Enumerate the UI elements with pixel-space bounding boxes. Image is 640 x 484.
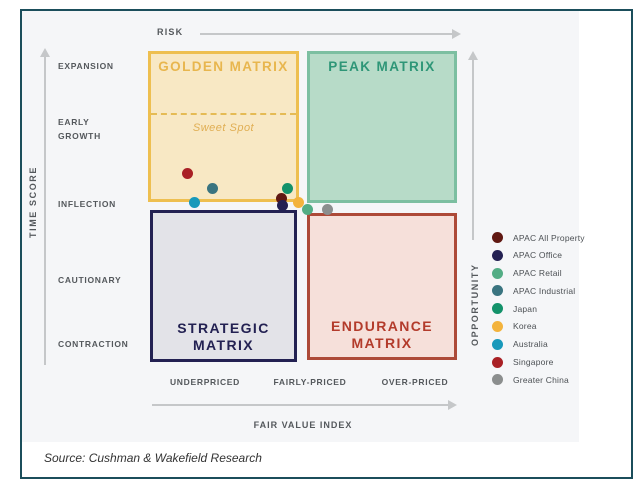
source-text: Source: Cushman & Wakefield Research xyxy=(44,451,262,465)
xtick-underpriced: UNDERPRICED xyxy=(169,377,241,387)
fair-value-axis-label: FAIR VALUE INDEX xyxy=(253,420,353,430)
strategic-matrix-quadrant: STRATEGIC MATRIX xyxy=(150,210,297,362)
legend-item-korea: Korea xyxy=(492,320,585,332)
sweet-spot-dashed-line xyxy=(151,113,296,115)
ytick-cautionary: CAUTIONARY xyxy=(58,275,122,285)
legend-label: APAC Retail xyxy=(513,268,562,279)
xtick-fairly-priced: FAIRLY-PRICED xyxy=(273,377,347,387)
point-japan xyxy=(281,182,293,194)
legend-dot-icon xyxy=(492,303,503,315)
risk-axis-arrowhead-icon xyxy=(452,29,461,39)
legend-dot-icon xyxy=(492,338,503,350)
fair-value-axis-line xyxy=(152,404,448,406)
legend: APAC All Property APAC Office APAC Retail A… xyxy=(492,232,585,392)
point-apac-all-property xyxy=(275,192,287,204)
legend-item-japan: Japan xyxy=(492,303,585,315)
legend-label: Australia xyxy=(513,339,548,350)
legend-item-apac-all-property: APAC All Property xyxy=(492,232,585,243)
time-score-axis-line xyxy=(44,56,46,365)
legend-item-apac-industrial: APAC Industrial xyxy=(492,285,585,297)
legend-dot-icon xyxy=(492,232,503,243)
xtick-over-priced: OVER-PRICED xyxy=(381,377,449,387)
ytick-expansion: EXPANSION xyxy=(58,61,114,71)
legend-dot-icon xyxy=(492,285,503,297)
golden-matrix-title: GOLDEN MATRIX xyxy=(158,59,289,74)
peak-matrix-title: PEAK MATRIX xyxy=(328,59,436,74)
legend-dot-icon xyxy=(492,249,503,261)
endurance-matrix-quadrant: ENDURANCE MATRIX xyxy=(307,213,457,360)
endurance-matrix-title: ENDURANCE MATRIX xyxy=(330,318,434,352)
legend-item-singapore: Singapore xyxy=(492,356,585,368)
point-apac-office xyxy=(276,199,288,211)
point-australia xyxy=(188,196,200,208)
point-singapore xyxy=(181,167,193,179)
legend-label: APAC Industrial xyxy=(513,285,576,296)
strategic-matrix-title: STRATEGIC MATRIX xyxy=(177,320,270,354)
sweet-spot-label: Sweet Spot xyxy=(192,122,255,134)
risk-axis-line xyxy=(200,33,452,35)
point-apac-retail xyxy=(301,203,313,215)
legend-item-greater-china: Greater China xyxy=(492,374,585,386)
legend-item-australia: Australia xyxy=(492,338,585,350)
chart-panel-background xyxy=(22,11,579,442)
legend-dot-icon xyxy=(492,267,503,279)
point-apac-industrial xyxy=(206,182,218,194)
time-score-axis-arrowhead-icon xyxy=(40,48,50,57)
opportunity-axis-label: OPPORTUNITY xyxy=(470,263,480,346)
risk-axis-label: RISK xyxy=(157,27,184,37)
legend-dot-icon xyxy=(492,320,503,332)
legend-item-apac-retail: APAC Retail xyxy=(492,267,585,279)
golden-matrix-quadrant: GOLDEN MATRIX Sweet Spot xyxy=(148,51,299,202)
legend-item-apac-office: APAC Office xyxy=(492,249,585,261)
time-score-axis-label: TIME SCORE xyxy=(28,165,38,238)
legend-label: Korea xyxy=(513,321,537,332)
ytick-inflection: INFLECTION xyxy=(58,199,116,209)
opportunity-axis-line xyxy=(472,59,474,240)
legend-label: APAC All Property xyxy=(513,232,585,243)
legend-label: Japan xyxy=(513,303,538,314)
fair-value-axis-arrowhead-icon xyxy=(448,400,457,410)
ytick-early-growth: EARLY GROWTH xyxy=(58,117,101,141)
legend-dot-icon xyxy=(492,356,503,368)
legend-dot-icon xyxy=(492,374,503,386)
legend-label: APAC Office xyxy=(513,250,563,261)
opportunity-axis-arrowhead-icon xyxy=(468,51,478,60)
ytick-contraction: CONTRACTION xyxy=(58,339,129,349)
point-korea xyxy=(292,196,304,208)
legend-label: Greater China xyxy=(513,374,569,385)
peak-matrix-quadrant: PEAK MATRIX xyxy=(307,51,457,203)
point-greater-china xyxy=(321,203,333,215)
legend-label: Singapore xyxy=(513,357,554,368)
